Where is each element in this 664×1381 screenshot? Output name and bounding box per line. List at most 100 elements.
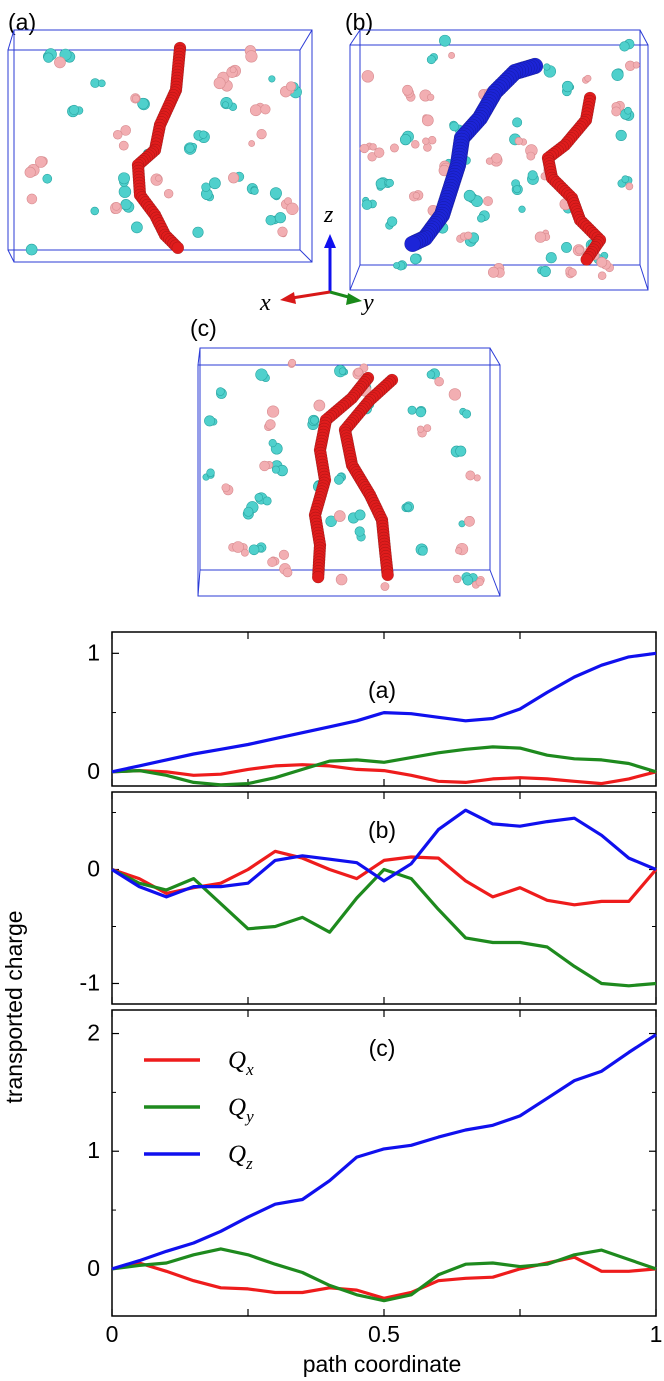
anion-cluster [423,143,432,152]
path-bead [580,253,593,266]
cation-cluster [216,387,225,396]
cation-cluster [250,186,259,195]
y-axis-title: transported charge [1,910,27,1103]
cation-cluster [206,468,215,477]
anion-cluster [596,256,608,268]
cation-cluster [361,199,373,210]
anion-cluster [369,143,377,151]
anion-cluster [213,77,226,90]
anion-cluster [491,153,502,164]
cation-cluster [615,129,627,142]
anion-cluster [353,367,363,377]
anion-cluster [625,182,634,191]
box-edge [489,347,501,366]
anion-cluster [265,419,276,430]
cation-cluster [243,506,254,517]
anion-cluster [584,74,592,82]
render-a: (a) [7,9,313,263]
anion-cluster [267,557,277,568]
y-tick-label: 0 [87,856,100,882]
cation-cluster [25,243,38,256]
x-arrow-head [280,292,296,304]
series-line-qz [111,808,657,899]
x-arrow [291,290,331,300]
x-tick-label: 1 [650,1321,663,1347]
cation-cluster [426,55,436,65]
anion-cluster [359,143,369,154]
box-front-face [13,29,313,263]
anion-cluster [278,549,289,560]
cation-cluster [439,34,451,47]
y-tick-label: 1 [87,639,100,665]
anion-cluster [228,172,240,184]
anion-cluster [112,130,123,140]
chart-panel-a: 0 1 (a) [87,631,657,787]
render-label-a: (a) [8,9,36,35]
cation-cluster [527,170,538,181]
anion-cluster [259,460,270,472]
anion-cluster [248,140,256,147]
box-edge [7,249,15,263]
box-back-face [7,49,301,251]
path-bead [311,570,325,584]
cation-cluster [137,97,149,110]
anion-cluster [411,140,420,149]
cation-cluster [561,242,572,253]
x-axis-title: path coordinate [303,1351,462,1377]
cation-cluster [221,101,230,109]
cation-cluster [325,515,337,527]
ion-clusters-c [202,358,485,591]
anion-cluster [313,399,326,412]
cation-cluster [512,117,523,128]
series-line-qy [111,1247,657,1303]
simulation-box-a [7,29,313,263]
cation-cluster [97,79,106,88]
anion-cluster [361,70,375,83]
anion-cluster [120,125,131,136]
cation-cluster [118,172,130,185]
cation-cluster [518,205,526,213]
path-bead [404,235,421,253]
legend-label-qx: Qx [228,1047,254,1079]
cation-cluster [120,199,132,211]
x-axis-label: x [259,290,271,316]
anion-cluster [448,52,456,59]
series-line-qx [111,763,657,786]
box-edge [349,264,361,291]
anion-cluster [464,516,475,527]
path-bead [171,241,185,255]
conduction-path-a [131,41,187,255]
anion-cluster [333,510,346,522]
cation-cluster [248,544,260,556]
anion-cluster [131,94,140,103]
chart-panel-b: 0 -1 (b) [80,791,658,1005]
anion-cluster [483,196,493,207]
cation-cluster [310,415,319,425]
anion-cluster [232,541,244,553]
anion-cluster [288,358,297,367]
render-c: (c) [190,315,501,597]
anion-cluster [35,156,47,168]
cation-cluster [262,496,272,506]
box-edge [639,264,649,291]
legend-label-qy: Qy [228,1094,254,1126]
box-edge [349,29,361,46]
anion-cluster [111,201,121,211]
cation-cluster [192,226,204,238]
cation-cluster [338,367,347,375]
cation-cluster [274,212,287,224]
anion-cluster [427,136,437,145]
cation-cluster [415,406,426,418]
series-line-qy [111,745,657,787]
box-back-face [199,347,491,571]
anion-cluster [526,151,536,161]
y-axis-label: y [361,290,374,316]
anion-cluster [163,188,174,199]
cation-cluster [265,215,276,226]
anion-cluster [229,66,237,74]
cation-cluster [42,173,53,184]
path-bead [381,568,394,582]
cation-cluster [268,75,276,83]
box-edge [299,29,313,51]
